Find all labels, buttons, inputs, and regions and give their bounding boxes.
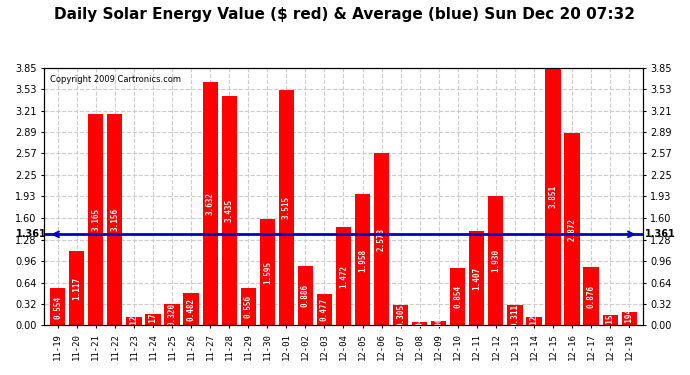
Text: 1.407: 1.407 (473, 267, 482, 290)
Bar (584, 267, 599, 326)
Bar (602, 315, 618, 326)
Text: 0.126: 0.126 (130, 310, 139, 333)
Bar (317, 294, 332, 326)
Bar (450, 268, 465, 326)
Bar (88, 114, 104, 326)
Bar (50, 288, 66, 326)
Text: 0.172: 0.172 (148, 308, 157, 331)
Bar (336, 227, 351, 326)
Text: 0.854: 0.854 (453, 285, 462, 309)
Text: 0.150: 0.150 (606, 309, 615, 332)
Bar (545, 68, 561, 326)
Text: 1.958: 1.958 (358, 248, 367, 272)
Text: 0.886: 0.886 (301, 284, 310, 308)
Text: 1.361: 1.361 (16, 230, 46, 239)
Bar (393, 305, 408, 326)
Text: 2.578: 2.578 (377, 228, 386, 251)
Bar (469, 231, 484, 326)
Bar (507, 304, 522, 326)
Bar (298, 266, 313, 326)
Bar (355, 194, 370, 326)
Bar (622, 312, 637, 326)
Text: Copyright 2009 Cartronics.com: Copyright 2009 Cartronics.com (50, 75, 181, 84)
Text: 0.066: 0.066 (434, 312, 443, 335)
Text: 3.435: 3.435 (225, 199, 234, 222)
Text: 0.320: 0.320 (168, 303, 177, 326)
Bar (489, 196, 504, 326)
Bar (126, 317, 141, 326)
Text: 1.472: 1.472 (339, 265, 348, 288)
Text: 0.556: 0.556 (244, 296, 253, 318)
Text: 2.872: 2.872 (568, 218, 577, 241)
Bar (107, 114, 123, 326)
Text: 1.595: 1.595 (263, 261, 272, 284)
Text: 3.632: 3.632 (206, 192, 215, 216)
Bar (202, 82, 218, 326)
Text: 3.515: 3.515 (282, 196, 290, 219)
Text: 0.311: 0.311 (511, 303, 520, 327)
Bar (69, 251, 84, 326)
Text: 1.361: 1.361 (644, 230, 676, 239)
Text: 3.165: 3.165 (91, 208, 100, 231)
Text: 1.117: 1.117 (72, 276, 81, 300)
Text: 1.930: 1.930 (491, 249, 500, 273)
Bar (184, 293, 199, 326)
Bar (164, 304, 179, 326)
Bar (526, 317, 542, 326)
Text: 0.554: 0.554 (53, 296, 62, 318)
Text: 0.305: 0.305 (396, 304, 405, 327)
Text: 3.156: 3.156 (110, 208, 119, 231)
Bar (221, 96, 237, 326)
Bar (259, 219, 275, 326)
Text: Daily Solar Energy Value ($ red) & Average (blue) Sun Dec 20 07:32: Daily Solar Energy Value ($ red) & Avera… (55, 8, 635, 22)
Bar (412, 322, 427, 326)
Text: 0.049: 0.049 (415, 312, 424, 335)
Text: 0.129: 0.129 (529, 310, 538, 333)
Bar (564, 133, 580, 326)
Text: 0.477: 0.477 (320, 298, 329, 321)
Bar (146, 314, 161, 326)
Bar (431, 321, 446, 326)
Text: 0.194: 0.194 (624, 308, 633, 330)
Text: 3.851: 3.851 (549, 185, 558, 208)
Text: 0.482: 0.482 (186, 298, 195, 321)
Bar (279, 90, 294, 326)
Bar (374, 153, 389, 326)
Bar (241, 288, 256, 326)
Text: 0.876: 0.876 (586, 285, 595, 308)
